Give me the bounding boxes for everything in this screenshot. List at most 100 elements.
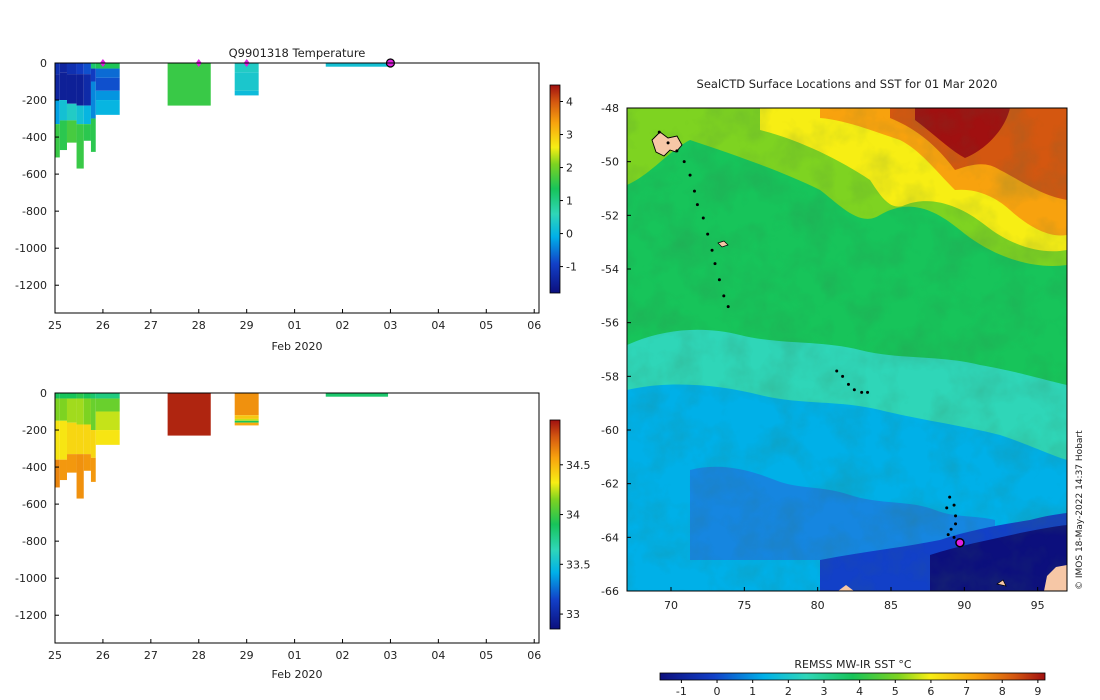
temperature-profile-cell: [76, 63, 84, 75]
salinity-profile-cell: [234, 418, 259, 421]
temperature-colorbar-tick-label: 4: [566, 96, 573, 109]
imos-credit: © IMOS 18-May-2022 14:37 Hobart: [1075, 430, 1085, 590]
temperature-x-tick-label: 01: [288, 319, 302, 332]
sst-colorbar-label: REMSS MW-IR SST °C: [794, 658, 912, 671]
temperature-profile-cell: [59, 100, 67, 121]
salinity-colorbar-ticks: 33 33.5 34 34.5: [560, 459, 591, 621]
track-point: [657, 130, 661, 134]
temperature-profile-cell: [167, 63, 211, 106]
salinity-profile-cell: [234, 415, 259, 419]
temperature-x-tick-label: 03: [383, 319, 397, 332]
salinity-x-ticks: 25 26 27 28 29 01 02 03 04 05 06: [48, 639, 541, 662]
salinity-colorbar: [549, 419, 561, 630]
temperature-x-tick-label: 28: [192, 319, 206, 332]
salinity-profiles: [55, 393, 389, 499]
salinity-profile-cell: [76, 398, 84, 425]
track-point: [954, 514, 958, 518]
track-point: [706, 232, 710, 236]
map-y-tick-label: -66: [601, 585, 619, 598]
salinity-profile-cell: [83, 393, 91, 399]
temperature-profile-cell: [234, 90, 259, 96]
map-y-tick-label: -56: [601, 317, 619, 330]
temperature-profile-cell: [66, 74, 77, 104]
temperature-x-tick-label: 29: [240, 319, 254, 332]
salinity-profile-cell: [66, 454, 77, 473]
track-point: [666, 141, 670, 145]
salinity-profile-cell: [76, 424, 84, 455]
salinity-profile-cell: [90, 398, 96, 431]
salinity-profile-cell: [167, 393, 211, 436]
salinity-profile-cell: [83, 424, 91, 455]
salinity-colorbar-tick-label: 34.5: [566, 459, 591, 472]
salinity-profile-cell: [55, 393, 60, 399]
temperature-x-tick-label: 05: [479, 319, 493, 332]
latest-position-marker: [955, 537, 965, 548]
antarctic-land-right: [1044, 565, 1067, 591]
salinity-x-tick-label: 05: [479, 649, 493, 662]
temperature-profile-cell: [95, 68, 120, 78]
track-point: [949, 527, 953, 531]
temperature-profile-cell: [66, 103, 77, 121]
sst-field: [627, 108, 1067, 591]
temperature-profile-cell: [325, 63, 389, 67]
island-small: [996, 579, 1007, 587]
track-point: [701, 216, 705, 220]
salinity-x-tick-label: 02: [336, 649, 350, 662]
map-x-tick-label: 75: [737, 599, 751, 612]
salinity-profile-cell: [95, 430, 120, 445]
temperature-colorbar-tick-label: 1: [566, 195, 573, 208]
map-y-tick-label: -48: [601, 102, 619, 115]
temperature-profile-cell: [66, 63, 77, 75]
track-point: [710, 248, 714, 252]
temperature-profile-cell: [90, 81, 96, 119]
salinity-profile-cell: [59, 393, 67, 399]
map-x-tick-label: 85: [884, 599, 898, 612]
track-point: [860, 390, 864, 394]
temperature-colorbar: [549, 84, 561, 294]
temperature-x-tick-label: 02: [336, 319, 350, 332]
salinity-profile-cell: [76, 454, 84, 499]
salinity-x-tick-label: 04: [431, 649, 445, 662]
temperature-colorbar-tick-label: 0: [566, 228, 573, 241]
track-point: [954, 522, 958, 526]
temperature-profile-cell: [66, 120, 77, 143]
sst-colorbar-tick-label: 7: [963, 685, 970, 698]
temperature-profiles: [55, 63, 389, 169]
map-y-tick-label: -50: [601, 156, 619, 169]
salinity-x-label: Feb 2020: [272, 668, 323, 681]
sst-colorbar-ticks: -1 0 1 2 3 4 5 6 7 8 9: [676, 680, 1041, 698]
map-y-tick-label: -54: [601, 263, 619, 276]
salinity-profile-cell: [55, 398, 60, 421]
track-point: [722, 294, 726, 298]
sst-colorbar-tick-label: 6: [927, 685, 934, 698]
track-point: [852, 388, 856, 392]
track-point: [948, 495, 952, 499]
temperature-profile-cell: [83, 105, 91, 125]
track-point: [835, 369, 839, 373]
salinity-profile-cell: [90, 393, 96, 399]
temperature-profile-cell: [59, 72, 67, 101]
map-x-tick-label: 90: [957, 599, 971, 612]
temperature-y-tick-label: 0: [40, 57, 47, 70]
salinity-x-tick-label: 29: [240, 649, 254, 662]
salinity-profile-cell: [59, 398, 67, 421]
sst-colorbar-tick-label: -1: [676, 685, 687, 698]
temperature-profile-cell: [76, 105, 84, 125]
sst-colorbar-tick-label: 9: [1034, 685, 1041, 698]
temperature-profile-cell: [55, 124, 60, 158]
salinity-profile-cell: [55, 459, 60, 488]
salinity-x-tick-label: 26: [96, 649, 110, 662]
salinity-y-tick-label: 0: [40, 387, 47, 400]
temperature-profile-cell: [76, 124, 84, 169]
salinity-y-tick-label: -800: [22, 535, 47, 548]
salinity-y-tick-label: -200: [22, 424, 47, 437]
salinity-x-tick-label: 28: [192, 649, 206, 662]
heard-island: [717, 240, 729, 248]
temperature-y-tick-label: -600: [22, 168, 47, 181]
temperature-profile-cell: [76, 74, 84, 106]
sst-colorbar-tick-label: 1: [749, 685, 756, 698]
salinity-y-tick-label: -600: [22, 498, 47, 511]
track-point: [952, 503, 956, 507]
seal-track: [657, 130, 960, 542]
salinity-x-tick-label: 25: [48, 649, 62, 662]
